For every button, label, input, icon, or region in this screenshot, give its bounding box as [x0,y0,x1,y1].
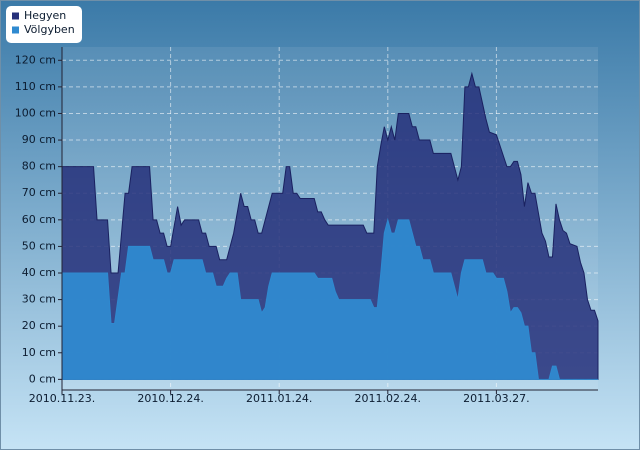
y-tick-label: 50 cm [22,239,56,252]
x-tick-label: 2011.01.24. [246,392,312,405]
x-tick-label: 2010.12.24. [137,392,203,405]
y-tick-label: 120 cm [15,53,56,66]
x-tick-label: 2011.03.27. [463,392,529,405]
y-tick-label: 100 cm [15,106,56,119]
y-tick-label: 70 cm [22,186,56,199]
x-tick-label: 2011.02.24. [355,392,421,405]
y-tick-label: 60 cm [22,213,56,226]
legend-label: Hegyen [24,9,66,22]
legend-swatch [12,26,19,34]
legend [6,6,82,43]
y-tick-label: 30 cm [22,293,56,306]
y-tick-label: 20 cm [22,319,56,332]
x-tick-label: 2010.11.23. [29,392,95,405]
legend-swatch [12,12,19,20]
y-tick-label: 110 cm [15,80,56,93]
y-tick-label: 80 cm [22,160,56,173]
legend-label: Völgyben [24,23,75,36]
y-tick-label: 90 cm [22,133,56,146]
y-tick-label: 0 cm [29,372,56,385]
area [61,217,598,380]
y-tick-label: 40 cm [22,266,56,279]
y-tick-label: 10 cm [22,346,56,359]
